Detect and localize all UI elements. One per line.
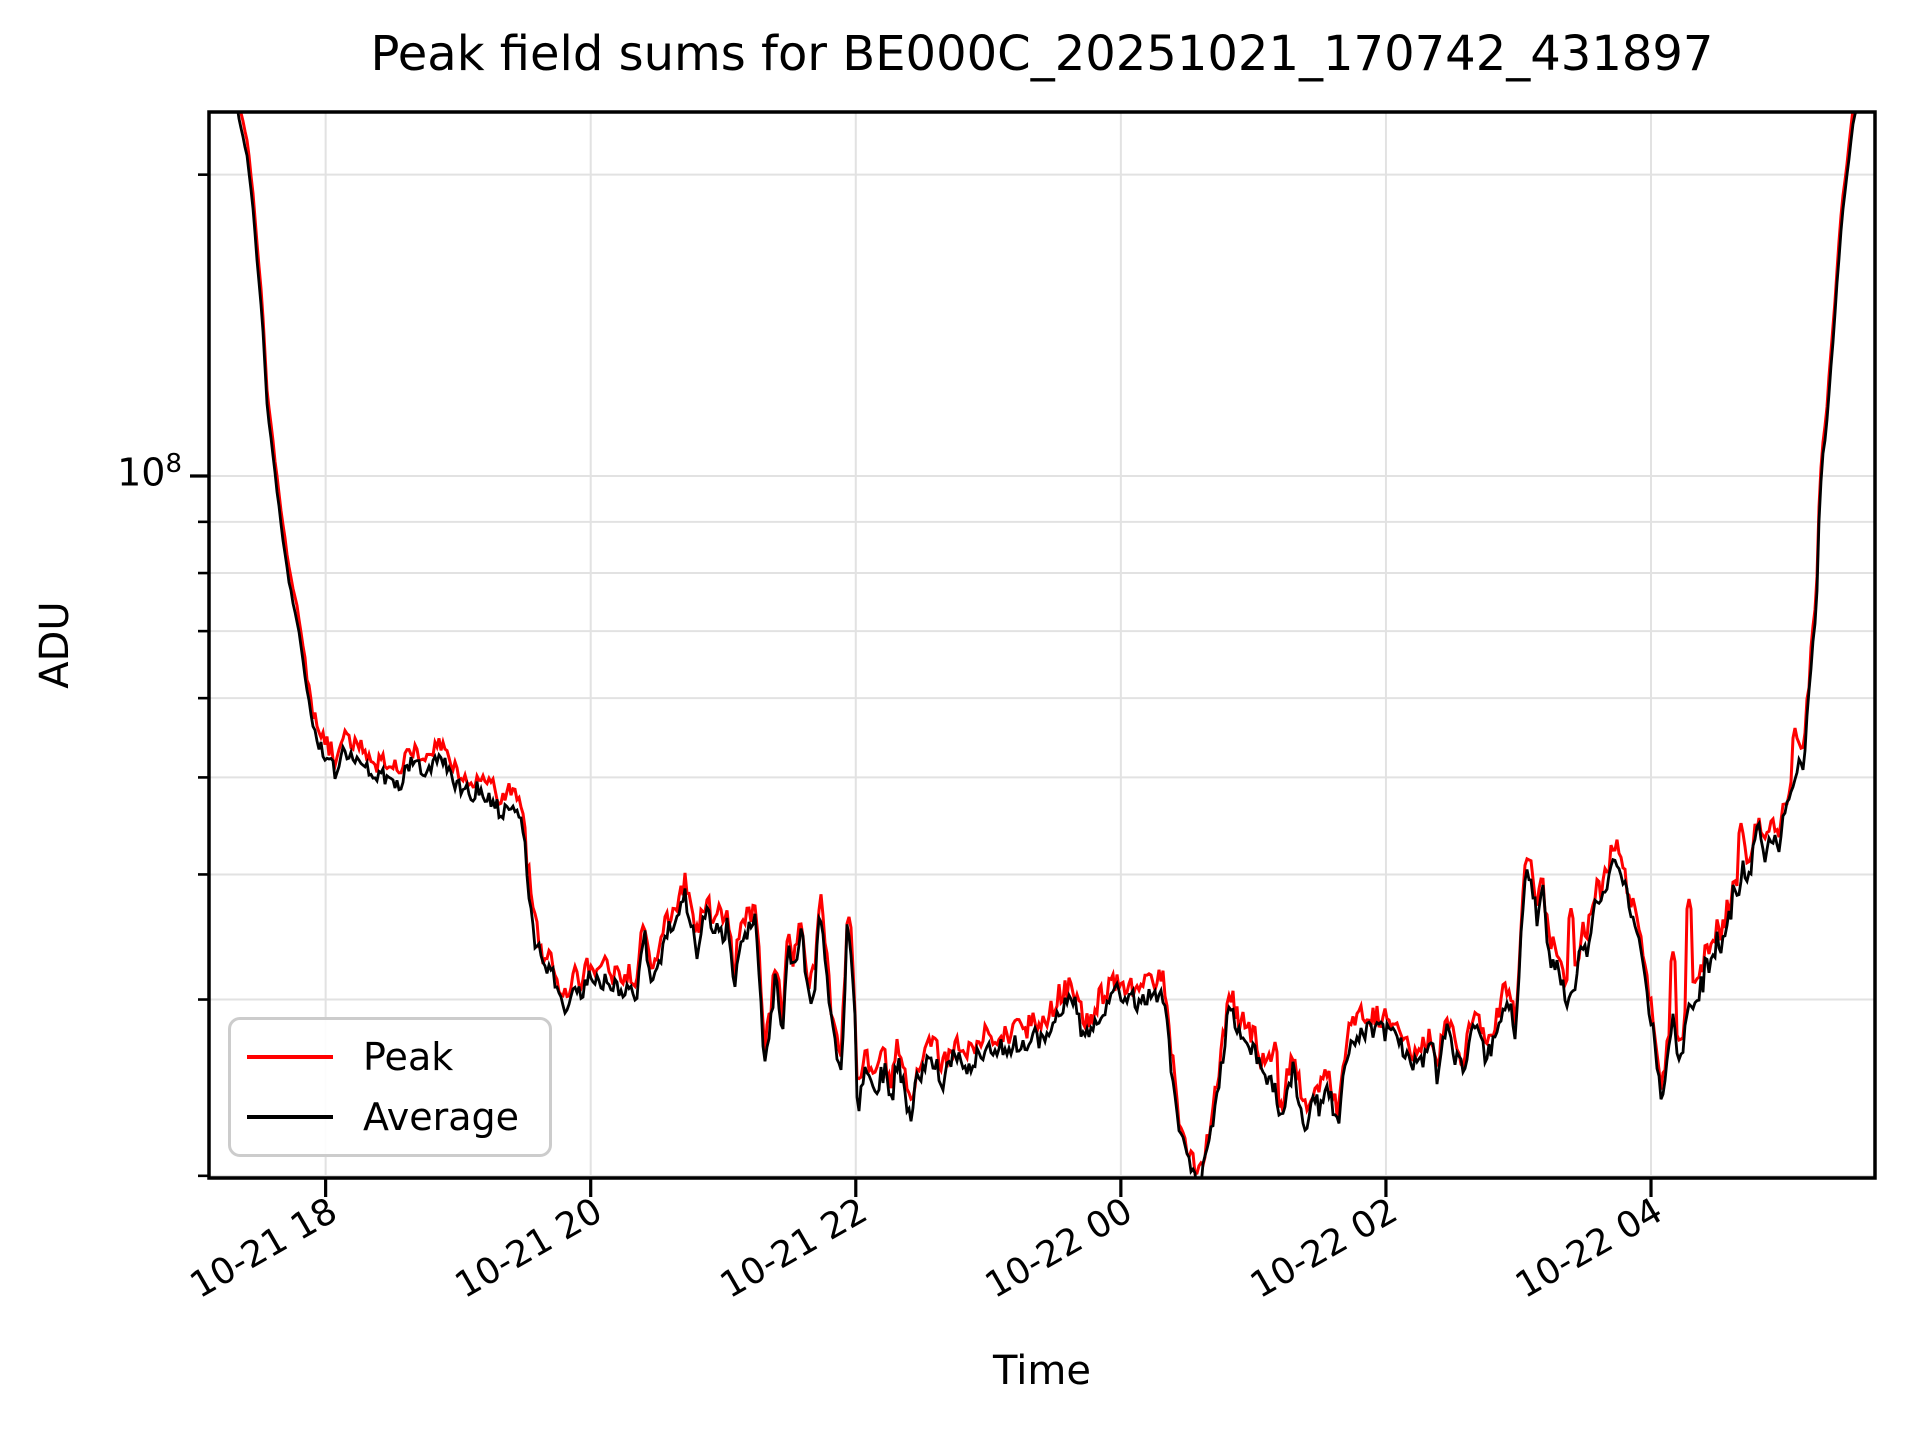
plot-frame [207, 110, 1877, 1180]
axis-ticks [190, 173, 1653, 1197]
x-tick-label: 10-22 02 [1244, 1190, 1405, 1306]
gridlines [209, 112, 1875, 1178]
x-tick-labels: 10-21 18 10-21 20 10-21 22 10-22 00 10-22 02… [183, 1190, 1669, 1306]
x-tick-label: 10-21 18 [183, 1190, 344, 1306]
x-tick-label: 10-22 04 [1509, 1190, 1670, 1306]
x-axis-label: Time [993, 1348, 1091, 1394]
legend-label-peak: Peak [363, 1035, 454, 1079]
peak-line-swatch [247, 1055, 333, 1059]
legend: Peak Average [228, 1017, 552, 1157]
y-tick-label-1e8: 108 [40, 449, 182, 495]
peak-line [239, 112, 1855, 1176]
legend-item-peak: Peak [231, 1027, 549, 1087]
x-tick-label: 10-21 20 [449, 1190, 610, 1306]
average-line-swatch [247, 1115, 333, 1119]
x-tick-label: 10-21 22 [714, 1190, 875, 1306]
y-tick-base: 10 [117, 450, 166, 495]
legend-label-average: Average [363, 1095, 520, 1139]
legend-item-average: Average [231, 1087, 549, 1147]
average-line [236, 112, 1858, 1178]
x-tick-label: 10-22 00 [979, 1190, 1140, 1306]
y-axis-label: ADU [32, 601, 78, 689]
y-tick-exponent: 8 [165, 449, 182, 479]
series-curves [236, 112, 1858, 1178]
chart-title: Peak field sums for BE000C_20251021_1707… [370, 26, 1714, 82]
